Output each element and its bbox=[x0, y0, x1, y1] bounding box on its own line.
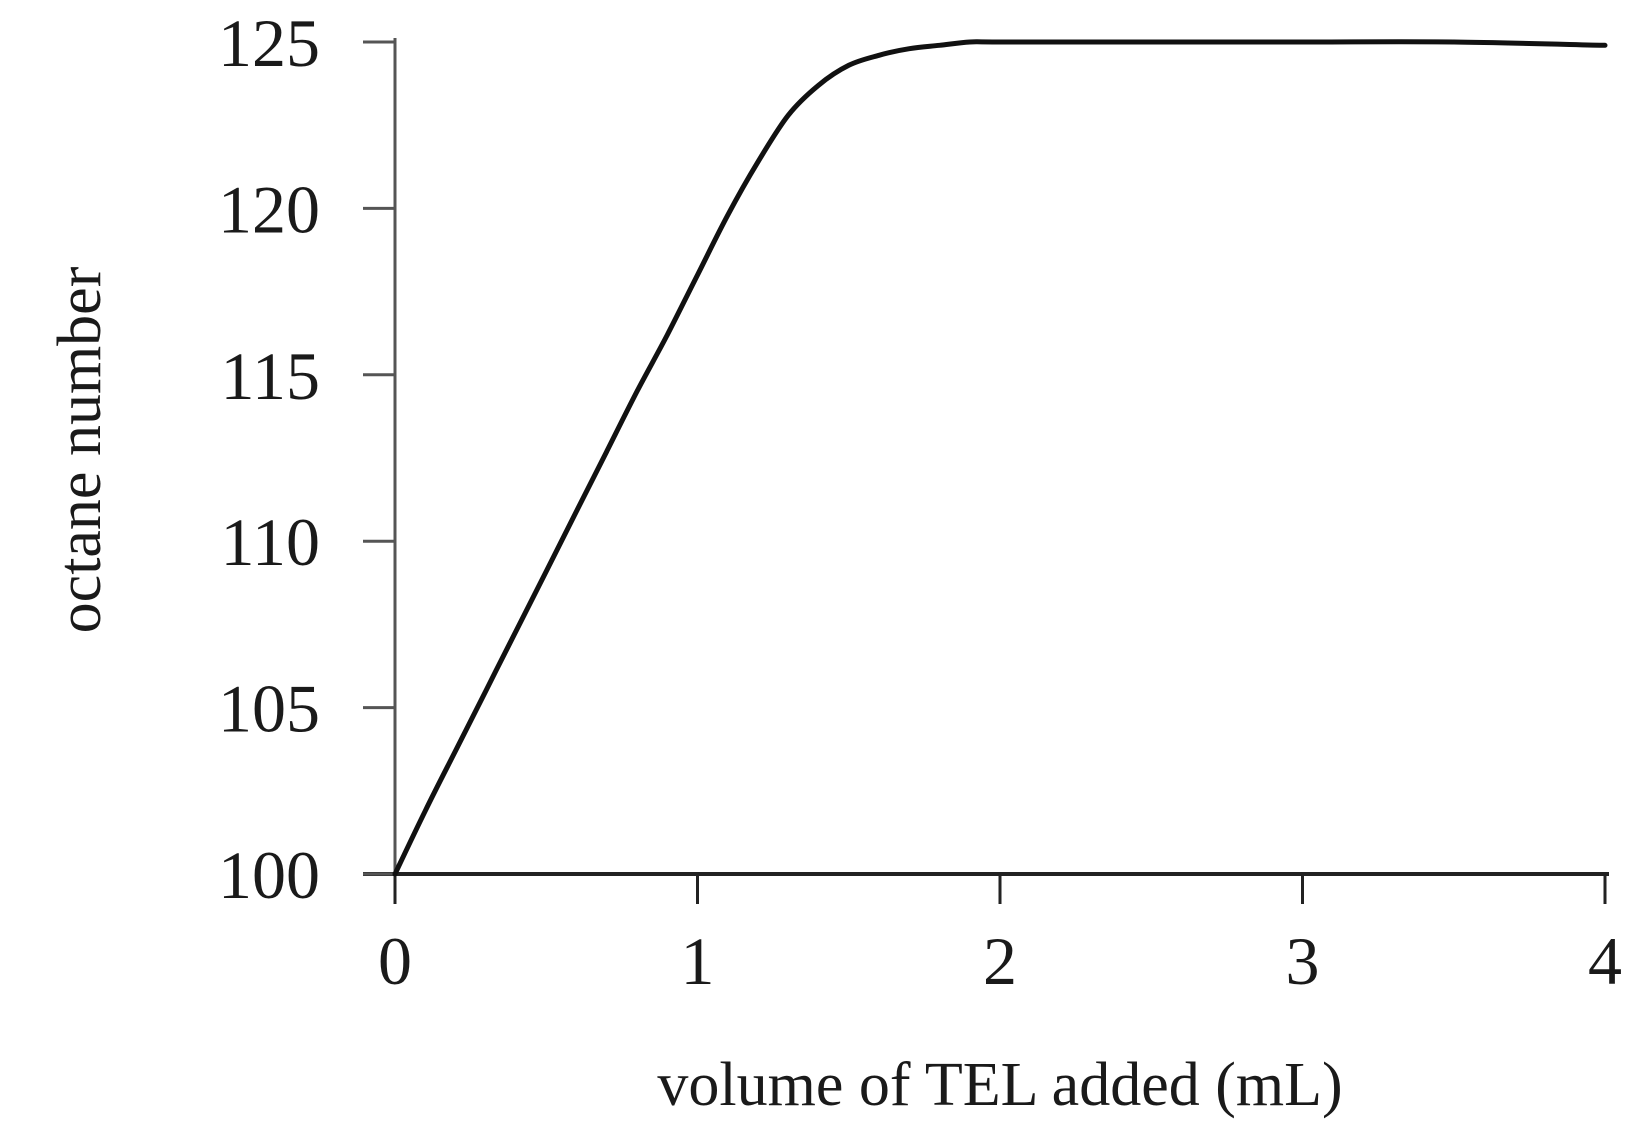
y-tick-label: 100 bbox=[218, 837, 320, 913]
x-tick-label: 2 bbox=[983, 923, 1017, 999]
axes bbox=[363, 38, 1609, 878]
y-tick-label: 120 bbox=[218, 171, 320, 247]
y-tick-label: 110 bbox=[221, 504, 320, 580]
x-tick-label: 4 bbox=[1588, 923, 1622, 999]
x-tick-label: 1 bbox=[681, 923, 715, 999]
y-axis-label: octane number bbox=[46, 266, 114, 633]
y-tick-label: 105 bbox=[218, 671, 320, 747]
x-axis-label: volume of TEL added (mL) bbox=[657, 1051, 1342, 1119]
x-tick-label: 3 bbox=[1286, 923, 1320, 999]
x-tick-label: 0 bbox=[378, 923, 412, 999]
y-tick-label: 125 bbox=[218, 5, 320, 81]
ticks: 100 105 110 115 120 125 0 1 2 3 4 bbox=[218, 5, 1622, 999]
series-line bbox=[392, 39, 1608, 877]
y-tick-label: 115 bbox=[221, 338, 320, 414]
series bbox=[392, 39, 1608, 877]
